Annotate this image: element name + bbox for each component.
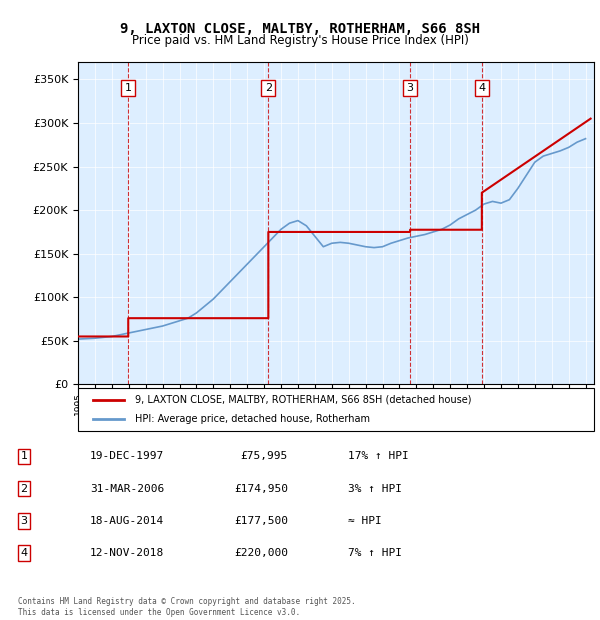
Text: 12-NOV-2018: 12-NOV-2018 <box>90 548 164 558</box>
Text: Contains HM Land Registry data © Crown copyright and database right 2025.
This d: Contains HM Land Registry data © Crown c… <box>18 598 356 617</box>
Text: £75,995: £75,995 <box>241 451 288 461</box>
Text: 19-DEC-1997: 19-DEC-1997 <box>90 451 164 461</box>
Text: Price paid vs. HM Land Registry's House Price Index (HPI): Price paid vs. HM Land Registry's House … <box>131 34 469 47</box>
Text: 17% ↑ HPI: 17% ↑ HPI <box>348 451 409 461</box>
Text: 18-AUG-2014: 18-AUG-2014 <box>90 516 164 526</box>
Text: 1: 1 <box>20 451 28 461</box>
Text: £177,500: £177,500 <box>234 516 288 526</box>
Text: 4: 4 <box>20 548 28 558</box>
Text: 3: 3 <box>20 516 28 526</box>
Text: 3% ↑ HPI: 3% ↑ HPI <box>348 484 402 494</box>
Text: 2: 2 <box>20 484 28 494</box>
Text: 4: 4 <box>478 83 485 93</box>
Text: 7% ↑ HPI: 7% ↑ HPI <box>348 548 402 558</box>
Text: 31-MAR-2006: 31-MAR-2006 <box>90 484 164 494</box>
Text: ≈ HPI: ≈ HPI <box>348 516 382 526</box>
Text: 9, LAXTON CLOSE, MALTBY, ROTHERHAM, S66 8SH (detached house): 9, LAXTON CLOSE, MALTBY, ROTHERHAM, S66 … <box>135 395 471 405</box>
Text: 1: 1 <box>125 83 132 93</box>
Text: 9, LAXTON CLOSE, MALTBY, ROTHERHAM, S66 8SH: 9, LAXTON CLOSE, MALTBY, ROTHERHAM, S66 … <box>120 22 480 36</box>
Text: 2: 2 <box>265 83 272 93</box>
Text: £220,000: £220,000 <box>234 548 288 558</box>
FancyBboxPatch shape <box>78 388 594 431</box>
Text: £174,950: £174,950 <box>234 484 288 494</box>
Text: 3: 3 <box>407 83 413 93</box>
Text: HPI: Average price, detached house, Rotherham: HPI: Average price, detached house, Roth… <box>135 414 370 423</box>
